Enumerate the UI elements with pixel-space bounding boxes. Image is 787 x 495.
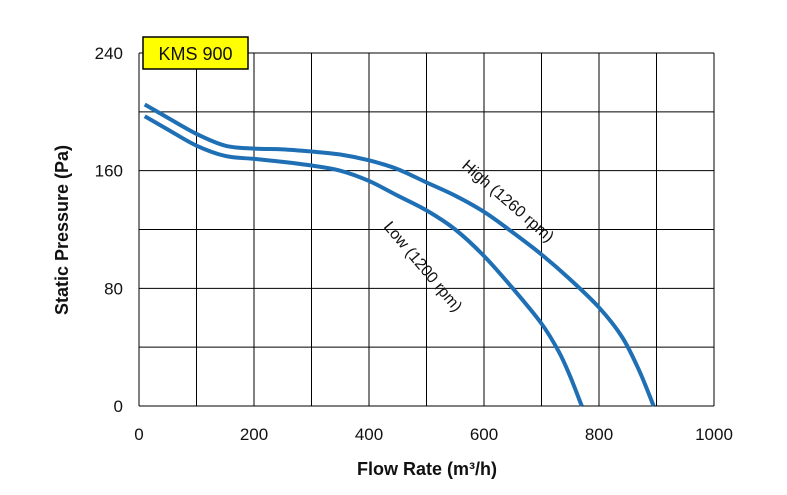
chart-title: KMS 900 [158,44,232,64]
series-label-low: Low (1200 rpm) [380,219,465,316]
series-line-low [143,114,584,407]
title-badge [142,36,249,70]
tick-labels: 0 200 400 600 800 1000 0 80 160 240 [95,44,733,444]
grid [138,52,715,407]
x-tick-label-0: 0 [134,425,143,444]
series-line-high [143,102,656,407]
series-layer [143,102,656,407]
y-tick-label-0: 0 [114,397,123,416]
x-tick-label-600: 600 [470,425,498,444]
y-tick-label-80: 80 [104,279,123,298]
y-tick-label-240: 240 [95,44,123,63]
y-axis-title: Static Pressure (Pa) [52,145,72,315]
x-tick-label-400: 400 [355,425,383,444]
x-tick-label-800: 800 [585,425,613,444]
x-axis-title: Flow Rate (m³/h) [357,459,497,479]
x-tick-label-1000: 1000 [695,425,733,444]
y-tick-label-160: 160 [95,162,123,181]
x-tick-label-200: 200 [240,425,268,444]
